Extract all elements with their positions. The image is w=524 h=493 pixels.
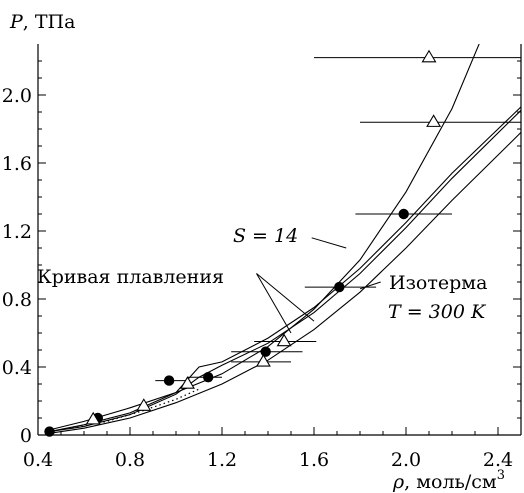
leader-line-3: [359, 281, 381, 290]
x-tick-label: 1.6: [299, 449, 329, 471]
point-circle-5: [334, 281, 345, 293]
x-axis-unit: , моль/см: [404, 471, 497, 493]
x-tick-label: 0.8: [115, 449, 145, 471]
y-tick-label: 1.6: [2, 153, 32, 175]
y-axis-unit: , ТПа: [23, 11, 76, 33]
x-tick-label: 2.0: [391, 449, 421, 471]
point-circle-3: [203, 372, 214, 383]
point-triangle-4: [276, 333, 292, 347]
point-circle-0: [44, 426, 55, 437]
curve-2: [49, 109, 521, 433]
point-triangle-3: [255, 353, 271, 367]
leader-line-2: [256, 273, 292, 334]
x-axis-unit-superscript: 3: [497, 468, 505, 483]
melting-curve-label: Кривая плавления: [37, 266, 224, 288]
point-triangle-0: [85, 411, 101, 425]
isotherm-temperature-label: T = 300 K: [388, 301, 487, 323]
y-tick-label: 0.8: [2, 289, 32, 311]
x-tick-label: 1.2: [207, 449, 237, 471]
point-triangle-1: [136, 398, 152, 411]
leader-line-0: [311, 237, 347, 249]
point-circle-4: [260, 346, 271, 357]
axes: 0.4 0.8 1.2 1.6 2.0 2.400.40.81.21.62.0: [2, 44, 522, 471]
x-tick-label: 2.4: [483, 449, 513, 471]
x-axis-label: ρ, моль/см3: [392, 468, 505, 493]
point-triangle-6: [421, 49, 437, 63]
leader-line-1: [256, 273, 315, 322]
y-tick-label: 0: [20, 425, 32, 447]
curve-0: [49, 44, 480, 431]
point-triangle-5: [426, 114, 442, 127]
y-tick-label: 0.4: [2, 357, 32, 379]
isotherm-label: Изотерма: [389, 272, 487, 294]
x-axis-symbol: ρ: [392, 471, 405, 493]
y-axis-symbol: P: [9, 11, 24, 33]
y-tick-label: 2.0: [2, 85, 32, 107]
y-axis-label: P, ТПа: [9, 11, 75, 33]
y-tick-label: 1.2: [2, 221, 32, 243]
leader-lines: [256, 237, 381, 334]
point-triangle-2: [180, 376, 195, 389]
x-tick-label: 0.4: [23, 449, 53, 471]
curve-3: [49, 132, 521, 434]
data-markers: [44, 49, 442, 437]
point-circle-2: [163, 375, 175, 386]
point-circle-6: [398, 208, 409, 220]
s-equals-14-label: S = 14: [233, 225, 298, 247]
plot-curves: [49, 44, 521, 434]
error-bars: [155, 57, 521, 382]
